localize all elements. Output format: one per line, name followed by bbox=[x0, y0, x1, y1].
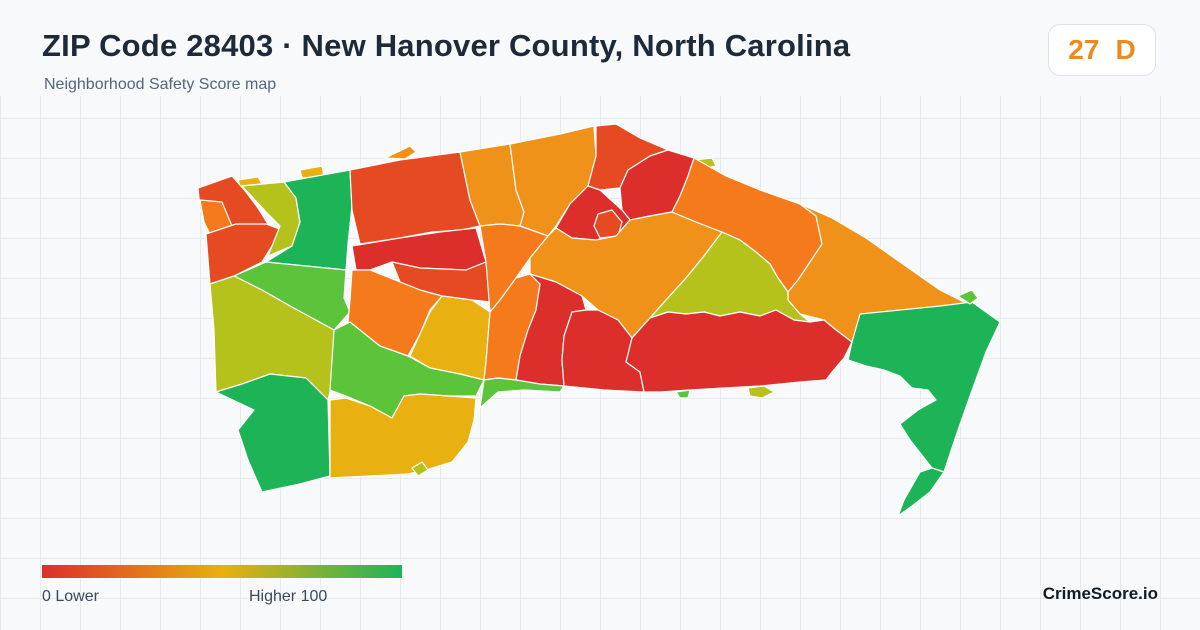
legend-low-label: 0 Lower bbox=[42, 588, 99, 605]
safety-score-badge: 27 D bbox=[1048, 24, 1156, 76]
safety-score-value: 27 bbox=[1068, 34, 1100, 65]
map-region[interactable] bbox=[747, 385, 775, 399]
map-region[interactable] bbox=[675, 389, 691, 399]
legend-high-label: Higher 100 bbox=[249, 588, 328, 605]
map-region[interactable] bbox=[384, 145, 417, 160]
map-region[interactable] bbox=[479, 223, 549, 313]
legend-color-scale bbox=[42, 565, 402, 578]
safety-score-grade: D bbox=[1115, 34, 1136, 65]
map-region[interactable] bbox=[215, 373, 331, 493]
header-background bbox=[0, 0, 1200, 96]
map-region[interactable] bbox=[329, 321, 485, 419]
map-region[interactable] bbox=[625, 309, 853, 393]
page-subtitle: Neighborhood Safety Score map bbox=[44, 76, 277, 93]
page-title: ZIP Code 28403 · New Hanover County, Nor… bbox=[42, 28, 851, 63]
map-region[interactable] bbox=[329, 393, 477, 479]
map-region[interactable] bbox=[897, 467, 945, 517]
map-region[interactable] bbox=[411, 461, 429, 477]
map-region[interactable] bbox=[479, 377, 565, 409]
brand-logo-text: CrimeScore.io bbox=[1042, 584, 1158, 603]
map-region[interactable] bbox=[847, 301, 1001, 473]
map-region[interactable] bbox=[957, 289, 979, 305]
